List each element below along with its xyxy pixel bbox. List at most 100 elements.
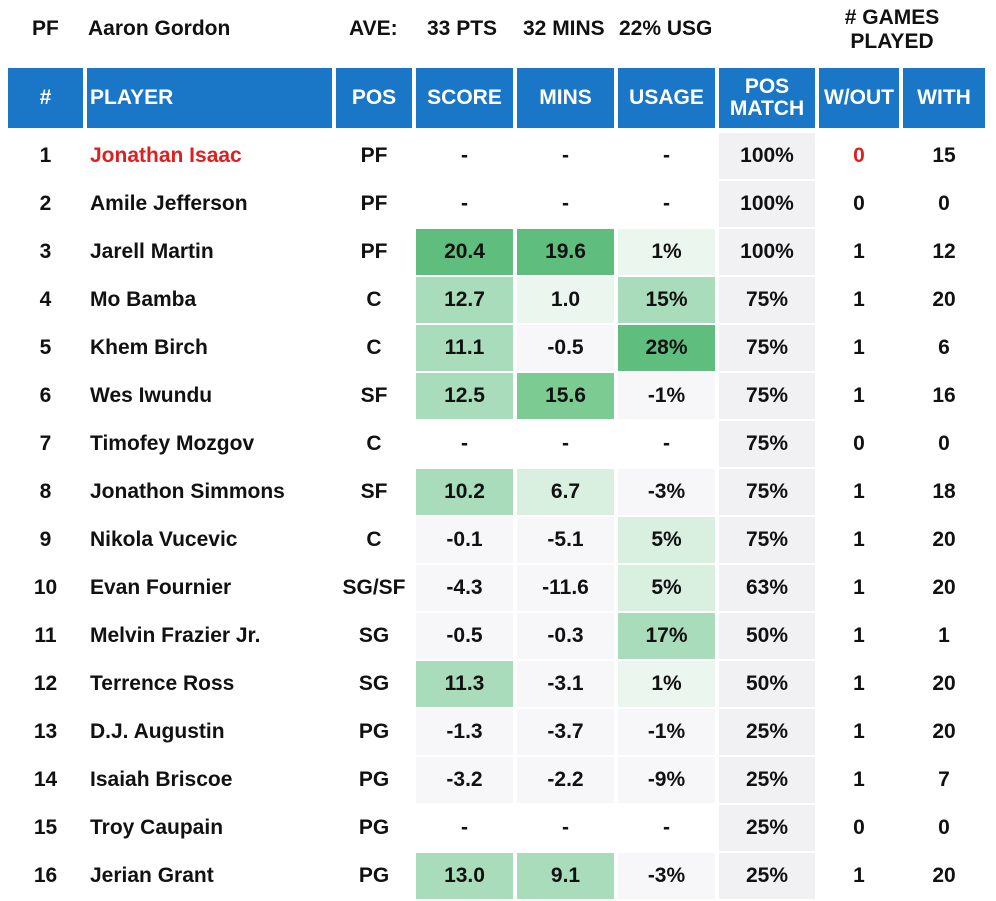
row-number: 3: [39, 240, 52, 263]
row-pos-match: 25%: [719, 805, 815, 851]
row-pos-match: 25%: [719, 757, 815, 803]
row-position: PF: [360, 240, 388, 263]
row-without: 1: [853, 672, 865, 695]
row-position: C: [366, 432, 382, 455]
row-position: SF: [360, 480, 388, 503]
row-usage: 1%: [618, 229, 715, 275]
row-usage: -1%: [618, 373, 715, 419]
row-score: -4.3: [416, 565, 513, 611]
row-mins: -0.3: [517, 613, 614, 659]
row-usage: 15%: [618, 277, 715, 323]
row-usage: -: [663, 816, 670, 839]
table-row: 2 Amile Jefferson PF - - - 100% 0 0: [0, 181, 996, 229]
header-wout: W/OUT: [819, 68, 899, 128]
header-pos: POS: [336, 68, 412, 128]
row-number: 4: [39, 288, 52, 311]
row-player: Jonathan Isaac: [90, 144, 242, 167]
row-position: C: [366, 288, 382, 311]
row-number: 1: [39, 144, 52, 167]
row-player: Terrence Ross: [90, 672, 235, 695]
row-score: 13.0: [416, 853, 513, 899]
row-usage: 17%: [618, 613, 715, 659]
table-row: 13 D.J. Augustin PG -1.3 -3.7 -1% 25% 1 20: [0, 709, 996, 757]
row-position: SF: [360, 384, 388, 407]
row-with: 6: [938, 336, 950, 359]
row-score: 11.1: [416, 325, 513, 371]
row-pos-match: 50%: [719, 661, 815, 707]
row-player: Evan Fournier: [90, 576, 232, 599]
row-score: -: [461, 192, 468, 215]
row-score: -: [461, 432, 468, 455]
row-player: Khem Birch: [90, 336, 208, 359]
row-number: 13: [33, 720, 58, 743]
table-row: 12 Terrence Ross SG 11.3 -3.1 1% 50% 1 20: [0, 661, 996, 709]
row-player: Amile Jefferson: [90, 192, 248, 215]
row-number: 14: [33, 768, 58, 791]
row-score: 11.3: [416, 661, 513, 707]
row-usage: -3%: [618, 853, 715, 899]
row-usage: -9%: [618, 757, 715, 803]
row-without: 1: [853, 576, 865, 599]
row-position: PF: [360, 144, 388, 167]
row-score: 12.5: [416, 373, 513, 419]
row-position: C: [366, 336, 382, 359]
row-number: 2: [39, 192, 52, 215]
row-position: SG: [358, 672, 390, 695]
row-pos-match: 75%: [719, 421, 815, 467]
row-pos-match: 100%: [719, 181, 815, 227]
summary-usg: 22% USG: [619, 17, 713, 40]
table-row: 11 Melvin Frazier Jr. SG -0.5 -0.3 17% 50% 1 1: [0, 613, 996, 661]
table-row: 1 Jonathan Isaac PF - - - 100% 0 15: [0, 133, 996, 181]
header-score: SCORE: [416, 68, 513, 128]
row-usage: -3%: [618, 469, 715, 515]
row-score: 10.2: [416, 469, 513, 515]
row-score: -: [461, 144, 468, 167]
table-row: 16 Jerian Grant PG 13.0 9.1 -3% 25% 1 20: [0, 853, 996, 901]
row-pos-match: 100%: [719, 133, 815, 179]
row-number: 8: [39, 480, 52, 503]
row-score: -: [461, 816, 468, 839]
row-player: Melvin Frazier Jr.: [90, 624, 261, 647]
row-usage: -1%: [618, 709, 715, 755]
row-score: -1.3: [416, 709, 513, 755]
row-pos-match: 75%: [719, 373, 815, 419]
row-without: 0: [853, 192, 865, 215]
row-number: 15: [33, 816, 58, 839]
row-pos-match: 75%: [719, 325, 815, 371]
header-mins: MINS: [517, 68, 614, 128]
table-row: 9 Nikola Vucevic C -0.1 -5.1 5% 75% 1 20: [0, 517, 996, 565]
row-without: 1: [853, 624, 865, 647]
row-player: D.J. Augustin: [90, 720, 225, 743]
row-with: 20: [932, 528, 956, 551]
row-pos-match: 63%: [719, 565, 815, 611]
row-with: 20: [932, 864, 956, 887]
row-number: 10: [33, 576, 58, 599]
row-pos-match: 50%: [719, 613, 815, 659]
row-player: Timofey Mozgov: [90, 432, 255, 455]
games-played-label: # GAMES PLAYED: [844, 6, 940, 53]
row-without: 1: [853, 384, 865, 407]
row-position: SG: [358, 624, 390, 647]
row-without: 1: [853, 336, 865, 359]
row-player: Nikola Vucevic: [90, 528, 238, 551]
table-row: 14 Isaiah Briscoe PG -3.2 -2.2 -9% 25% 1 7: [0, 757, 996, 805]
header-player: PLAYER: [87, 68, 332, 128]
row-player: Wes Iwundu: [90, 384, 213, 407]
row-with: 20: [932, 576, 956, 599]
table-row: 3 Jarell Martin PF 20.4 19.6 1% 100% 1 12: [0, 229, 996, 277]
row-number: 11: [34, 624, 57, 647]
row-mins: 9.1: [517, 853, 614, 899]
row-with: 0: [938, 432, 950, 455]
table-row: 7 Timofey Mozgov C - - - 75% 0 0: [0, 421, 996, 469]
row-number: 16: [33, 864, 58, 887]
row-usage: -: [663, 432, 670, 455]
row-number: 7: [39, 432, 52, 455]
row-mins: -: [562, 144, 569, 167]
row-pos-match: 75%: [719, 469, 815, 515]
row-pos-match: 25%: [719, 709, 815, 755]
row-with: 15: [932, 144, 956, 167]
header-with: WITH: [903, 68, 985, 128]
row-number: 6: [39, 384, 52, 407]
row-without: 1: [853, 528, 865, 551]
row-usage: 5%: [618, 517, 715, 563]
